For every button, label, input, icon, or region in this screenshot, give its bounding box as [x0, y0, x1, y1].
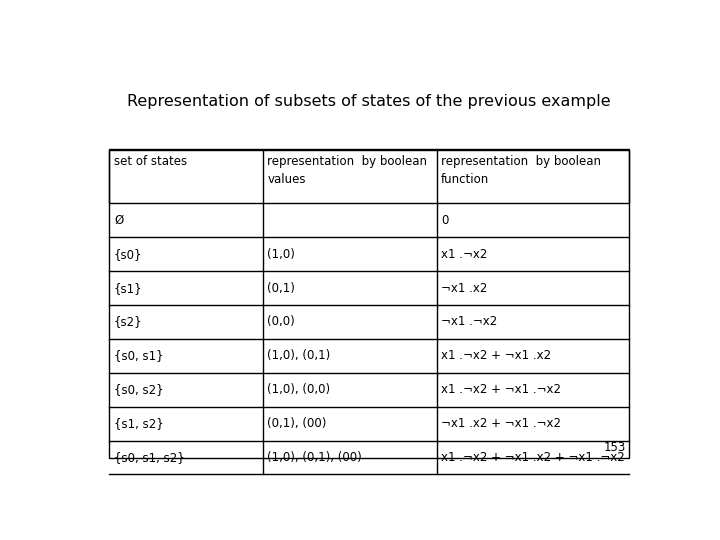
- Text: ¬x1 .¬x2: ¬x1 .¬x2: [441, 315, 498, 328]
- Text: {s0}: {s0}: [114, 248, 143, 261]
- Text: Ø: Ø: [114, 214, 123, 227]
- Text: (1,0), (0,1): (1,0), (0,1): [267, 349, 330, 362]
- Text: ¬x1 .x2 + ¬x1 .¬x2: ¬x1 .x2 + ¬x1 .¬x2: [441, 417, 561, 430]
- Text: {s2}: {s2}: [114, 315, 143, 328]
- Text: (0,1), (00): (0,1), (00): [267, 417, 327, 430]
- Text: 153: 153: [603, 441, 626, 455]
- Text: representation  by boolean
function: representation by boolean function: [441, 155, 601, 186]
- Text: ¬x1 .x2: ¬x1 .x2: [441, 281, 487, 295]
- Text: x1 .¬x2: x1 .¬x2: [441, 248, 487, 261]
- Text: {s1, s2}: {s1, s2}: [114, 417, 163, 430]
- Text: (1,0): (1,0): [267, 248, 295, 261]
- Text: (1,0), (0,0): (1,0), (0,0): [267, 383, 330, 396]
- Text: {s0, s2}: {s0, s2}: [114, 383, 163, 396]
- Text: set of states: set of states: [114, 155, 187, 168]
- Text: 0: 0: [441, 214, 449, 227]
- Text: (0,1): (0,1): [267, 281, 295, 295]
- Text: {s0, s1}: {s0, s1}: [114, 349, 163, 362]
- Text: (1,0), (0,1), (00): (1,0), (0,1), (00): [267, 451, 362, 464]
- Text: x1 .¬x2 + ¬x1 .¬x2: x1 .¬x2 + ¬x1 .¬x2: [441, 383, 561, 396]
- Text: x1 .¬x2 + ¬x1 .x2 + ¬x1 .¬x2: x1 .¬x2 + ¬x1 .x2 + ¬x1 .¬x2: [441, 451, 625, 464]
- Text: x1 .¬x2 + ¬x1 .x2: x1 .¬x2 + ¬x1 .x2: [441, 349, 552, 362]
- Text: {s0, s1, s2}: {s0, s1, s2}: [114, 451, 185, 464]
- Text: (0,0): (0,0): [267, 315, 295, 328]
- Text: Representation of subsets of states of the previous example: Representation of subsets of states of t…: [127, 94, 611, 109]
- Text: {s1}: {s1}: [114, 281, 143, 295]
- Text: representation  by boolean
values: representation by boolean values: [267, 155, 427, 186]
